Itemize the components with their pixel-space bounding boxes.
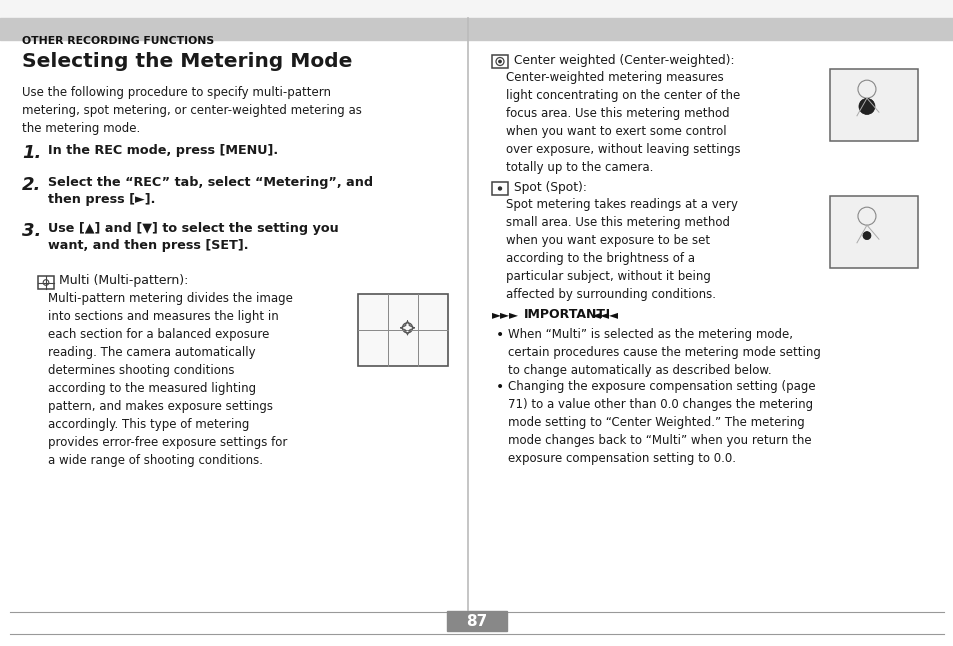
Text: Changing the exposure compensation setting (page
71) to a value other than 0.0 c: Changing the exposure compensation setti… — [507, 380, 815, 465]
Text: OTHER RECORDING FUNCTIONS: OTHER RECORDING FUNCTIONS — [22, 36, 213, 46]
Circle shape — [498, 187, 501, 190]
Circle shape — [858, 98, 874, 114]
Text: Selecting the Metering Mode: Selecting the Metering Mode — [22, 52, 352, 71]
Text: When “Multi” is selected as the metering mode,
certain procedures cause the mete: When “Multi” is selected as the metering… — [507, 328, 820, 377]
Text: 2.: 2. — [22, 176, 41, 194]
Text: •: • — [496, 380, 504, 394]
Text: Multi (Multi-pattern):: Multi (Multi-pattern): — [59, 274, 188, 287]
Bar — [357, 294, 448, 366]
Bar — [829, 69, 917, 141]
Bar — [0, 18, 953, 40]
Bar — [492, 182, 507, 195]
Text: ►►►: ►►► — [492, 308, 518, 321]
Text: In the REC mode, press [MENU].: In the REC mode, press [MENU]. — [48, 144, 278, 157]
Text: •: • — [496, 328, 504, 342]
Text: 1.: 1. — [22, 144, 41, 162]
Text: ◄◄◄: ◄◄◄ — [592, 308, 618, 321]
Bar — [829, 196, 917, 268]
Bar — [0, 0, 953, 18]
Text: Select the “REC” tab, select “Metering”, and
then press [►].: Select the “REC” tab, select “Metering”,… — [48, 176, 373, 207]
Text: Multi-pattern metering divides the image
into sections and measures the light in: Multi-pattern metering divides the image… — [48, 292, 293, 467]
Text: Center-weighted metering measures
light concentrating on the center of the
focus: Center-weighted metering measures light … — [505, 71, 740, 174]
Text: Use the following procedure to specify multi-pattern
metering, spot metering, or: Use the following procedure to specify m… — [22, 86, 361, 135]
Bar — [492, 55, 507, 68]
Text: IMPORTANT!: IMPORTANT! — [523, 308, 611, 321]
Text: 87: 87 — [466, 614, 487, 629]
Bar — [447, 611, 506, 631]
Text: Spot (Spot):: Spot (Spot): — [514, 181, 586, 194]
Text: Use [▲] and [▼] to select the setting you
want, and then press [SET].: Use [▲] and [▼] to select the setting yo… — [48, 222, 338, 253]
Bar — [38, 276, 54, 289]
Text: Spot metering takes readings at a very
small area. Use this metering method
when: Spot metering takes readings at a very s… — [505, 198, 738, 301]
Text: Center weighted (Center-weighted):: Center weighted (Center-weighted): — [514, 54, 734, 67]
Text: 3.: 3. — [22, 222, 41, 240]
Circle shape — [862, 232, 870, 240]
Circle shape — [498, 60, 500, 63]
